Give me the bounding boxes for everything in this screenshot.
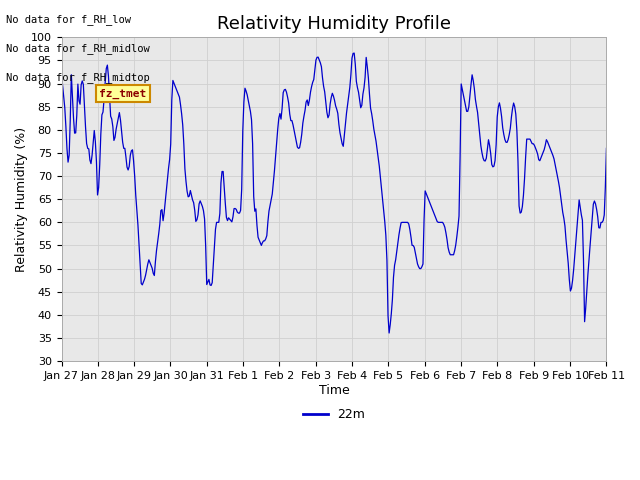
Legend: 22m: 22m <box>298 403 371 426</box>
Title: Relativity Humidity Profile: Relativity Humidity Profile <box>217 15 451 33</box>
Text: No data for f_RH_low: No data for f_RH_low <box>6 14 131 25</box>
Text: No data for f_RH_midtop: No data for f_RH_midtop <box>6 72 150 83</box>
Y-axis label: Relativity Humidity (%): Relativity Humidity (%) <box>15 127 28 272</box>
Text: No data for f_RH_midlow: No data for f_RH_midlow <box>6 43 150 54</box>
Text: fz_tmet: fz_tmet <box>99 89 147 99</box>
X-axis label: Time: Time <box>319 384 349 396</box>
